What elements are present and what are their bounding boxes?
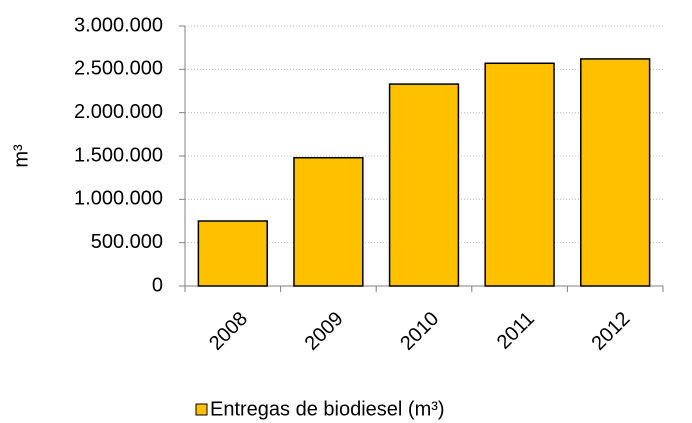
x-tick-label: 2010 — [396, 308, 443, 355]
x-tick-label: 2008 — [205, 308, 252, 355]
y-tick-label: 500.000 — [91, 231, 163, 253]
y-tick-label: 0 — [152, 274, 163, 296]
bar — [293, 156, 364, 287]
legend-swatch — [195, 403, 208, 416]
y-axis-label: m³ — [10, 144, 32, 168]
y-tick-label: 1.000.000 — [74, 188, 163, 210]
x-tick-label: 2009 — [301, 308, 348, 355]
y-tick-label: 2.000.000 — [74, 101, 163, 123]
x-tick-label: 2012 — [587, 308, 634, 355]
legend-label: Entregas de biodiesel (m³) — [210, 398, 445, 420]
y-tick-label: 3.000.000 — [74, 14, 163, 36]
bar — [484, 62, 555, 287]
bar — [197, 220, 268, 287]
y-tick-label: 2.500.000 — [74, 58, 163, 80]
y-tick-label: 1.500.000 — [74, 144, 163, 166]
bar — [388, 83, 460, 287]
x-tick-label: 2011 — [493, 308, 539, 354]
bar — [580, 58, 651, 287]
